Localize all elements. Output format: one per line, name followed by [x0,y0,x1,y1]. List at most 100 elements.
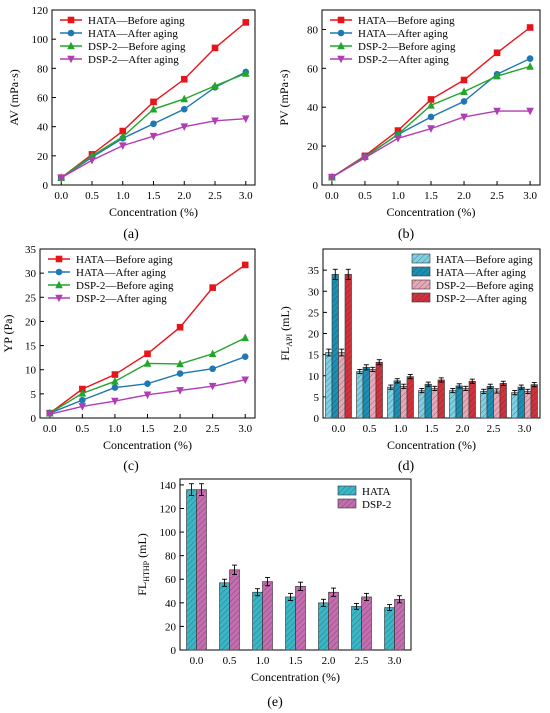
data-point-a-2-6 [241,69,250,77]
data-point-a-0-4 [180,75,188,83]
bar-hatch-d-3-1 [376,362,383,418]
y-tick-label-c-3: 15 [25,341,37,353]
data-point-b-0-5 [493,49,501,57]
data-point-b-3-2 [394,135,402,143]
data-point-a-2-4 [180,94,189,103]
legend-label-b-1: HATA—After aging [358,28,448,40]
x-tick-label-d-3: 1.5 [425,423,439,435]
x-tick-label-a-5: 2.5 [208,190,222,202]
y-tick-label-e-7: 140 [160,480,177,492]
data-point-c-0-3 [144,350,151,358]
x-axis-label-b: Concentration (%) [387,205,476,219]
data-point-b-2-6 [526,62,534,70]
x-tick-label-e-1: 0.5 [223,655,237,667]
bar-hatch-e-1-4 [328,592,339,650]
legend-marker-c-0 [55,255,63,263]
y-tick-label-a-0: 0 [43,180,49,192]
legend-swatch-hatch-d-1 [412,267,430,276]
series-line-b-2 [331,65,531,178]
legend-label-c-1: HATA—After aging [76,267,166,279]
data-point-b-2-5 [493,71,501,80]
y-tick-label-d-7: 35 [308,265,320,277]
panel-label-b: (b) [398,227,415,242]
y-tick-label-c-0: 0 [31,413,37,425]
data-point-c-0-2 [111,371,119,378]
panel-label-c: (c) [123,459,139,474]
x-tick-label-a-6: 3.0 [239,190,253,202]
legend-swatch-hatch-d-3 [412,293,430,302]
legend-label-c-0: HATA—Before aging [76,254,173,266]
bar-hatch-e-1-0 [196,489,207,650]
x-tick-label-b-5: 2.5 [490,190,504,202]
data-point-c-3-2 [111,397,119,406]
y-axis-label-d: FLAPI (mL) [278,306,294,361]
x-tick-label-c-2: 1.0 [108,423,122,435]
y-tick-label-e-5: 100 [160,527,177,539]
data-point-c-1-6 [241,353,249,360]
y-tick-label-d-1: 5 [314,392,320,404]
data-point-c-3-0 [45,410,54,419]
bar-hatch-d-2-2 [400,386,407,418]
bar-hatch-d-0-4 [449,390,456,418]
data-point-a-0-3 [150,98,157,106]
y-tick-label-c-5: 25 [25,292,37,304]
legend-marker-b-2 [337,41,345,50]
data-point-b-2-3 [427,100,435,109]
bar-hatch-d-3-2 [407,376,414,418]
bar-hatch-d-1-2 [394,380,401,418]
y-tick-label-c-1: 5 [31,389,37,401]
bar-hatch-d-0-3 [418,390,425,418]
x-tick-label-e-2: 1.0 [256,655,270,667]
data-point-c-2-3 [143,359,152,367]
data-point-a-0-2 [119,127,127,135]
y-tick-label-a-3: 60 [37,93,49,105]
legend-marker-c-1 [55,268,63,276]
bar-hatch-d-2-6 [524,391,531,418]
data-point-b-2-4 [460,87,468,95]
bar-hatch-e-0-6 [384,607,395,650]
y-axis-label-c: YP (Pa) [1,315,15,353]
data-point-b-1-6 [526,55,534,62]
data-point-c-0-1 [79,385,86,393]
x-tick-label-c-3: 1.5 [141,423,155,435]
legend-marker-b-3 [337,55,345,64]
legend-marker-a-0 [67,16,75,24]
x-tick-label-c-6: 3.0 [238,423,252,435]
panel-label-d: (d) [398,459,415,474]
bar-hatch-d-3-4 [469,381,476,418]
data-point-b-0-3 [427,96,435,103]
data-point-a-3-4 [180,123,189,131]
x-tick-label-d-2: 1.0 [394,423,408,435]
data-point-b-1-3 [427,113,435,121]
y-tick-label-c-2: 10 [25,365,37,377]
chart-panel-e: 0 20 40 60 80 100 120 140 0.0 0.5 1.0 1.5 2.0 2.5 3.0 C… [135,478,412,684]
y-tick-label-a-6: 120 [32,5,49,17]
y-axis-label-a: AV (mPa·s) [7,69,21,126]
legend-marker-a-2 [67,41,75,50]
x-tick-label-a-1: 0.5 [85,190,99,202]
legend-swatch-hatch-e-0 [338,486,356,495]
bar-hatch-d-0-2 [387,387,394,418]
bar-hatch-d-0-5 [480,391,487,418]
bar-hatch-d-2-4 [462,388,469,418]
y-tick-label-e-0: 0 [171,645,177,657]
legend-label-e-0: HATA [362,486,391,498]
y-tick-label-d-4: 20 [308,329,320,341]
y-tick-label-a-4: 80 [37,63,49,75]
legend-swatch-hatch-d-2 [412,280,430,289]
y-tick-label-d-5: 25 [308,307,320,319]
chart-panel-b: 0 20 40 60 80 0.0 0.5 1.0 1.5 2.0 2.5 3.0 Concentrat… [277,9,541,219]
x-tick-label-c-4: 2.0 [173,423,187,435]
data-point-c-1-2 [111,384,119,391]
bar-hatch-d-2-5 [493,390,500,418]
data-point-a-0-5 [211,44,219,52]
y-tick-label-a-5: 100 [32,34,49,46]
bar-hatch-d-0-1 [356,371,363,418]
bar-hatch-d-2-1 [369,369,376,418]
y-tick-label-e-2: 40 [165,598,177,610]
bar-hatch-e-0-1 [219,582,230,650]
data-point-c-3-5 [208,382,217,391]
panel-label-e: (e) [267,695,283,710]
data-point-b-0-6 [526,24,534,31]
bar-hatch-e-1-1 [229,569,240,650]
